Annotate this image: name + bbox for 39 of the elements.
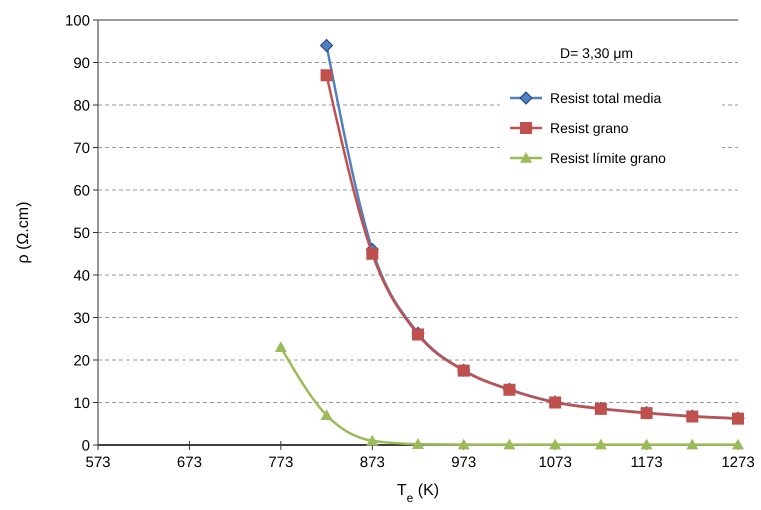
point [274, 341, 287, 352]
x-axis-title: T$_{e}$ (K) [396, 482, 440, 505]
y-tick-label: 80 [73, 97, 90, 114]
x-tick-label: 873 [360, 454, 385, 471]
x-tick-label: 1173 [630, 454, 663, 471]
point [412, 438, 424, 449]
annotation: D= 3,30 μm [560, 45, 634, 61]
x-tick-label: 673 [176, 454, 202, 471]
point [732, 438, 744, 450]
point [320, 69, 333, 82]
x-tick-label: 973 [451, 454, 476, 471]
legend-label: Resist límite grano [550, 150, 666, 166]
x-tick-label: 573 [85, 454, 111, 471]
x-tick-label: 1073 [538, 454, 572, 471]
y-axis-title: ρ (Ω.cm) [15, 202, 32, 264]
point [366, 434, 378, 446]
y-tick-label: 50 [73, 224, 90, 242]
point [320, 409, 333, 420]
point [458, 438, 470, 450]
legend-label: Resist total media [550, 90, 662, 106]
point [549, 438, 562, 450]
point [640, 438, 653, 450]
y-tick-label: 0 [82, 437, 90, 454]
point [686, 438, 698, 450]
point [366, 248, 378, 260]
x-tick-label: 1273 [721, 454, 755, 471]
x-tick-label: 773 [268, 454, 294, 471]
y-tick-label: 90 [73, 54, 90, 72]
y-tick-label: 30 [73, 310, 90, 327]
legend-label: Resist grano [550, 120, 629, 136]
point [320, 39, 334, 52]
y-tick-label: 100 [64, 12, 90, 30]
y-tick-label: 70 [73, 140, 90, 157]
point [503, 438, 516, 450]
y-tick-label: 40 [73, 267, 90, 284]
y-tick-label: 20 [73, 352, 90, 370]
y-tick-label: 10 [73, 394, 90, 412]
y-tick-label: 60 [73, 182, 90, 200]
point [594, 438, 607, 450]
